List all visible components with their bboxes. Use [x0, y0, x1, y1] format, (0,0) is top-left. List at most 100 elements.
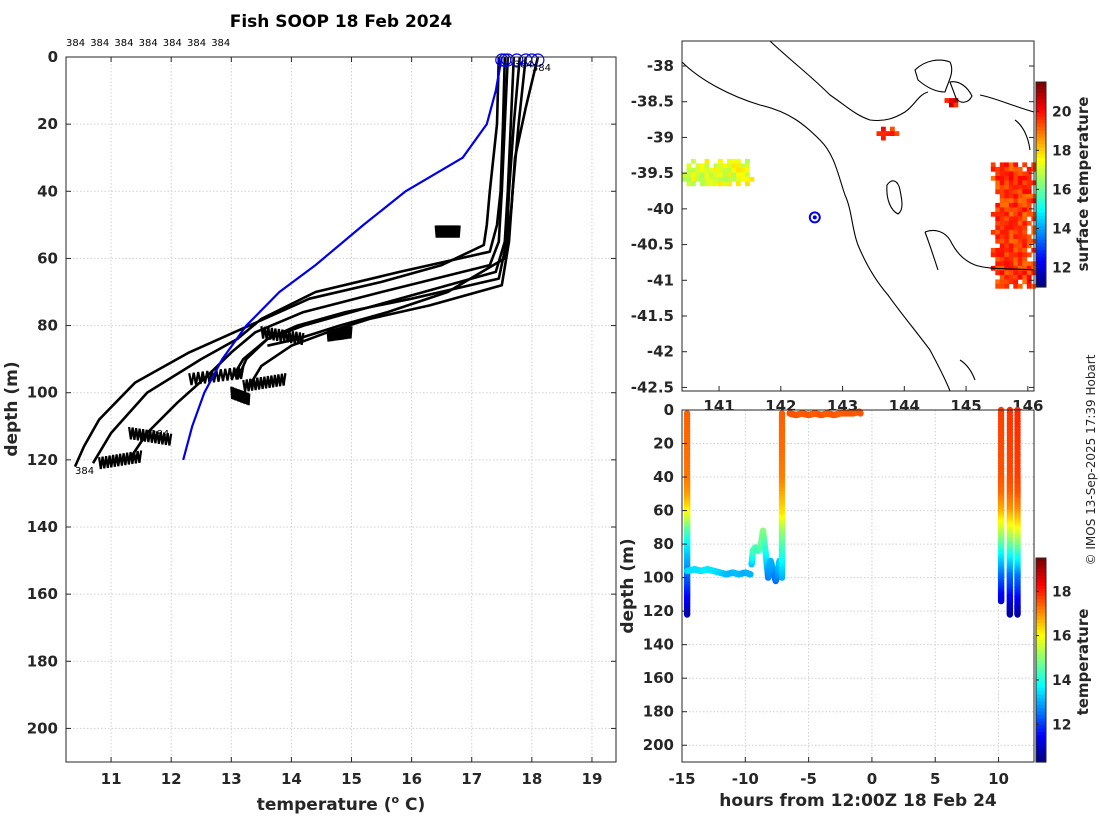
sst-pixel — [1008, 171, 1014, 177]
sst-pixel — [1026, 274, 1032, 280]
tasmania-north-coast — [924, 229, 1035, 271]
sst-pixel — [722, 167, 728, 173]
map-colorbar-segment — [1036, 133, 1046, 138]
time-depth-x-tick-label: -10 — [732, 770, 759, 788]
time-depth-colorbar-segment — [1036, 653, 1046, 658]
profile-x-tick-label: 19 — [582, 770, 603, 788]
time-depth-colorbar-segment — [1036, 578, 1046, 583]
sst-pixel — [1026, 270, 1032, 276]
sst-pixel — [1022, 270, 1028, 276]
sst-pixel — [1017, 211, 1023, 217]
map-colorbar-segment — [1036, 266, 1046, 271]
temperature-sample — [1006, 611, 1014, 618]
sst-pixel — [990, 252, 996, 258]
sst-pixel — [1017, 198, 1023, 204]
profile-x-axis-label-superscript: o — [392, 793, 400, 806]
sst-pixel — [718, 172, 723, 178]
sst-pixel — [999, 234, 1005, 240]
time-depth-x-tick-label: 10 — [988, 770, 1009, 788]
profile-line — [128, 56, 510, 461]
sst-pixel — [1004, 193, 1010, 199]
sst-pixel — [999, 229, 1005, 235]
sst-pixel — [999, 202, 1005, 208]
profile-x-axis-label: temperature (o C) — [257, 793, 426, 815]
profile-start-marker — [501, 53, 515, 67]
time-depth-colorbar-segment — [1036, 680, 1046, 685]
map-colorbar-segment — [1036, 259, 1046, 264]
sst-pixel — [999, 184, 1005, 190]
map-colorbar-segment — [1036, 140, 1046, 145]
sst-pixel — [700, 163, 705, 169]
sst-pixel — [1013, 166, 1019, 172]
profile-noise-segment — [326, 326, 353, 342]
sst-pixel — [1022, 193, 1028, 199]
sst-pixel — [1004, 171, 1010, 177]
map-colorbar-segment — [1036, 276, 1046, 281]
map-colorbar-segment — [1036, 129, 1046, 134]
time-depth-colorbar-segment — [1036, 643, 1046, 647]
sst-pixel — [999, 261, 1005, 267]
map-area — [682, 41, 1034, 391]
sst-pixel — [731, 176, 737, 182]
profile-annotation: 384 — [150, 429, 169, 440]
sst-pixel — [1017, 193, 1023, 199]
sst-pixel — [1013, 256, 1019, 262]
sst-pixel — [1004, 225, 1010, 231]
sst-pixel — [1004, 207, 1010, 213]
sst-pixel — [995, 256, 1001, 262]
profile-x-tick-label: 17 — [461, 770, 482, 788]
profile-noise-segment — [98, 450, 143, 470]
sst-pixel — [999, 216, 1005, 222]
sst-pixel — [1026, 193, 1032, 199]
sst-pixel — [704, 163, 710, 169]
sst-pixel — [1008, 216, 1014, 222]
map-colorbar-segment — [1036, 181, 1046, 186]
time-depth-colorbar-segment — [1036, 700, 1046, 705]
sst-pixel — [1022, 207, 1028, 213]
sst-pixel — [695, 163, 701, 169]
sst-pixel — [700, 181, 705, 187]
map-colorbar-segment — [1036, 256, 1046, 261]
time-depth-colorbar-segment — [1036, 707, 1046, 712]
ship-position-marker — [808, 211, 821, 224]
sst-pixel — [1017, 274, 1023, 280]
sst-pixel — [740, 172, 746, 178]
sst-pixel — [995, 247, 1001, 253]
sst-pixel — [1004, 252, 1010, 258]
sst-pixel — [990, 162, 996, 168]
time-depth-colorbar-segment — [1036, 561, 1046, 566]
time-depth-colorbar-segment — [1036, 755, 1046, 760]
map-colorbar-segment — [1036, 225, 1046, 230]
sst-pixel — [1017, 238, 1023, 244]
map-colorbar-segment — [1036, 208, 1046, 213]
sst-pixel — [1013, 238, 1019, 244]
sst-pixel — [686, 167, 692, 173]
time-depth-colorbar-segment — [1036, 588, 1046, 593]
sst-pixel — [1013, 265, 1019, 271]
time-depth-colorbar-segment — [1036, 663, 1046, 668]
time-depth-colorbar-tick-label: 14 — [1052, 673, 1072, 689]
time-depth-colorbar-segment — [1036, 632, 1046, 637]
map-colorbar-segment — [1036, 109, 1046, 114]
sst-pixel — [1022, 252, 1028, 258]
sst-pixel — [1008, 234, 1014, 240]
sst-pixel — [999, 193, 1005, 199]
sst-pixel — [1013, 283, 1019, 289]
sst-pixel — [1008, 265, 1014, 271]
sst-pixel — [1013, 234, 1019, 240]
profile-y-tick-label: 160 — [27, 585, 58, 603]
time-depth-colorbar-segment — [1036, 619, 1046, 624]
sst-pixel — [1026, 207, 1032, 213]
sst-pixel — [1004, 189, 1010, 195]
time-depth-colorbar-segment — [1036, 592, 1046, 596]
map-colorbar-segment — [1036, 205, 1046, 210]
time-depth-colorbar-segment — [1036, 656, 1046, 661]
map-colorbar-tick-label: 20 — [1052, 104, 1072, 120]
sst-pixel — [1026, 180, 1032, 186]
sst-pixel — [745, 167, 750, 173]
sst-pixel — [704, 158, 710, 164]
sst-pixel — [704, 167, 710, 173]
time-depth-colorbar-segment — [1036, 717, 1046, 722]
sst-pixel — [1022, 238, 1028, 244]
sst-pixel — [995, 261, 1001, 267]
